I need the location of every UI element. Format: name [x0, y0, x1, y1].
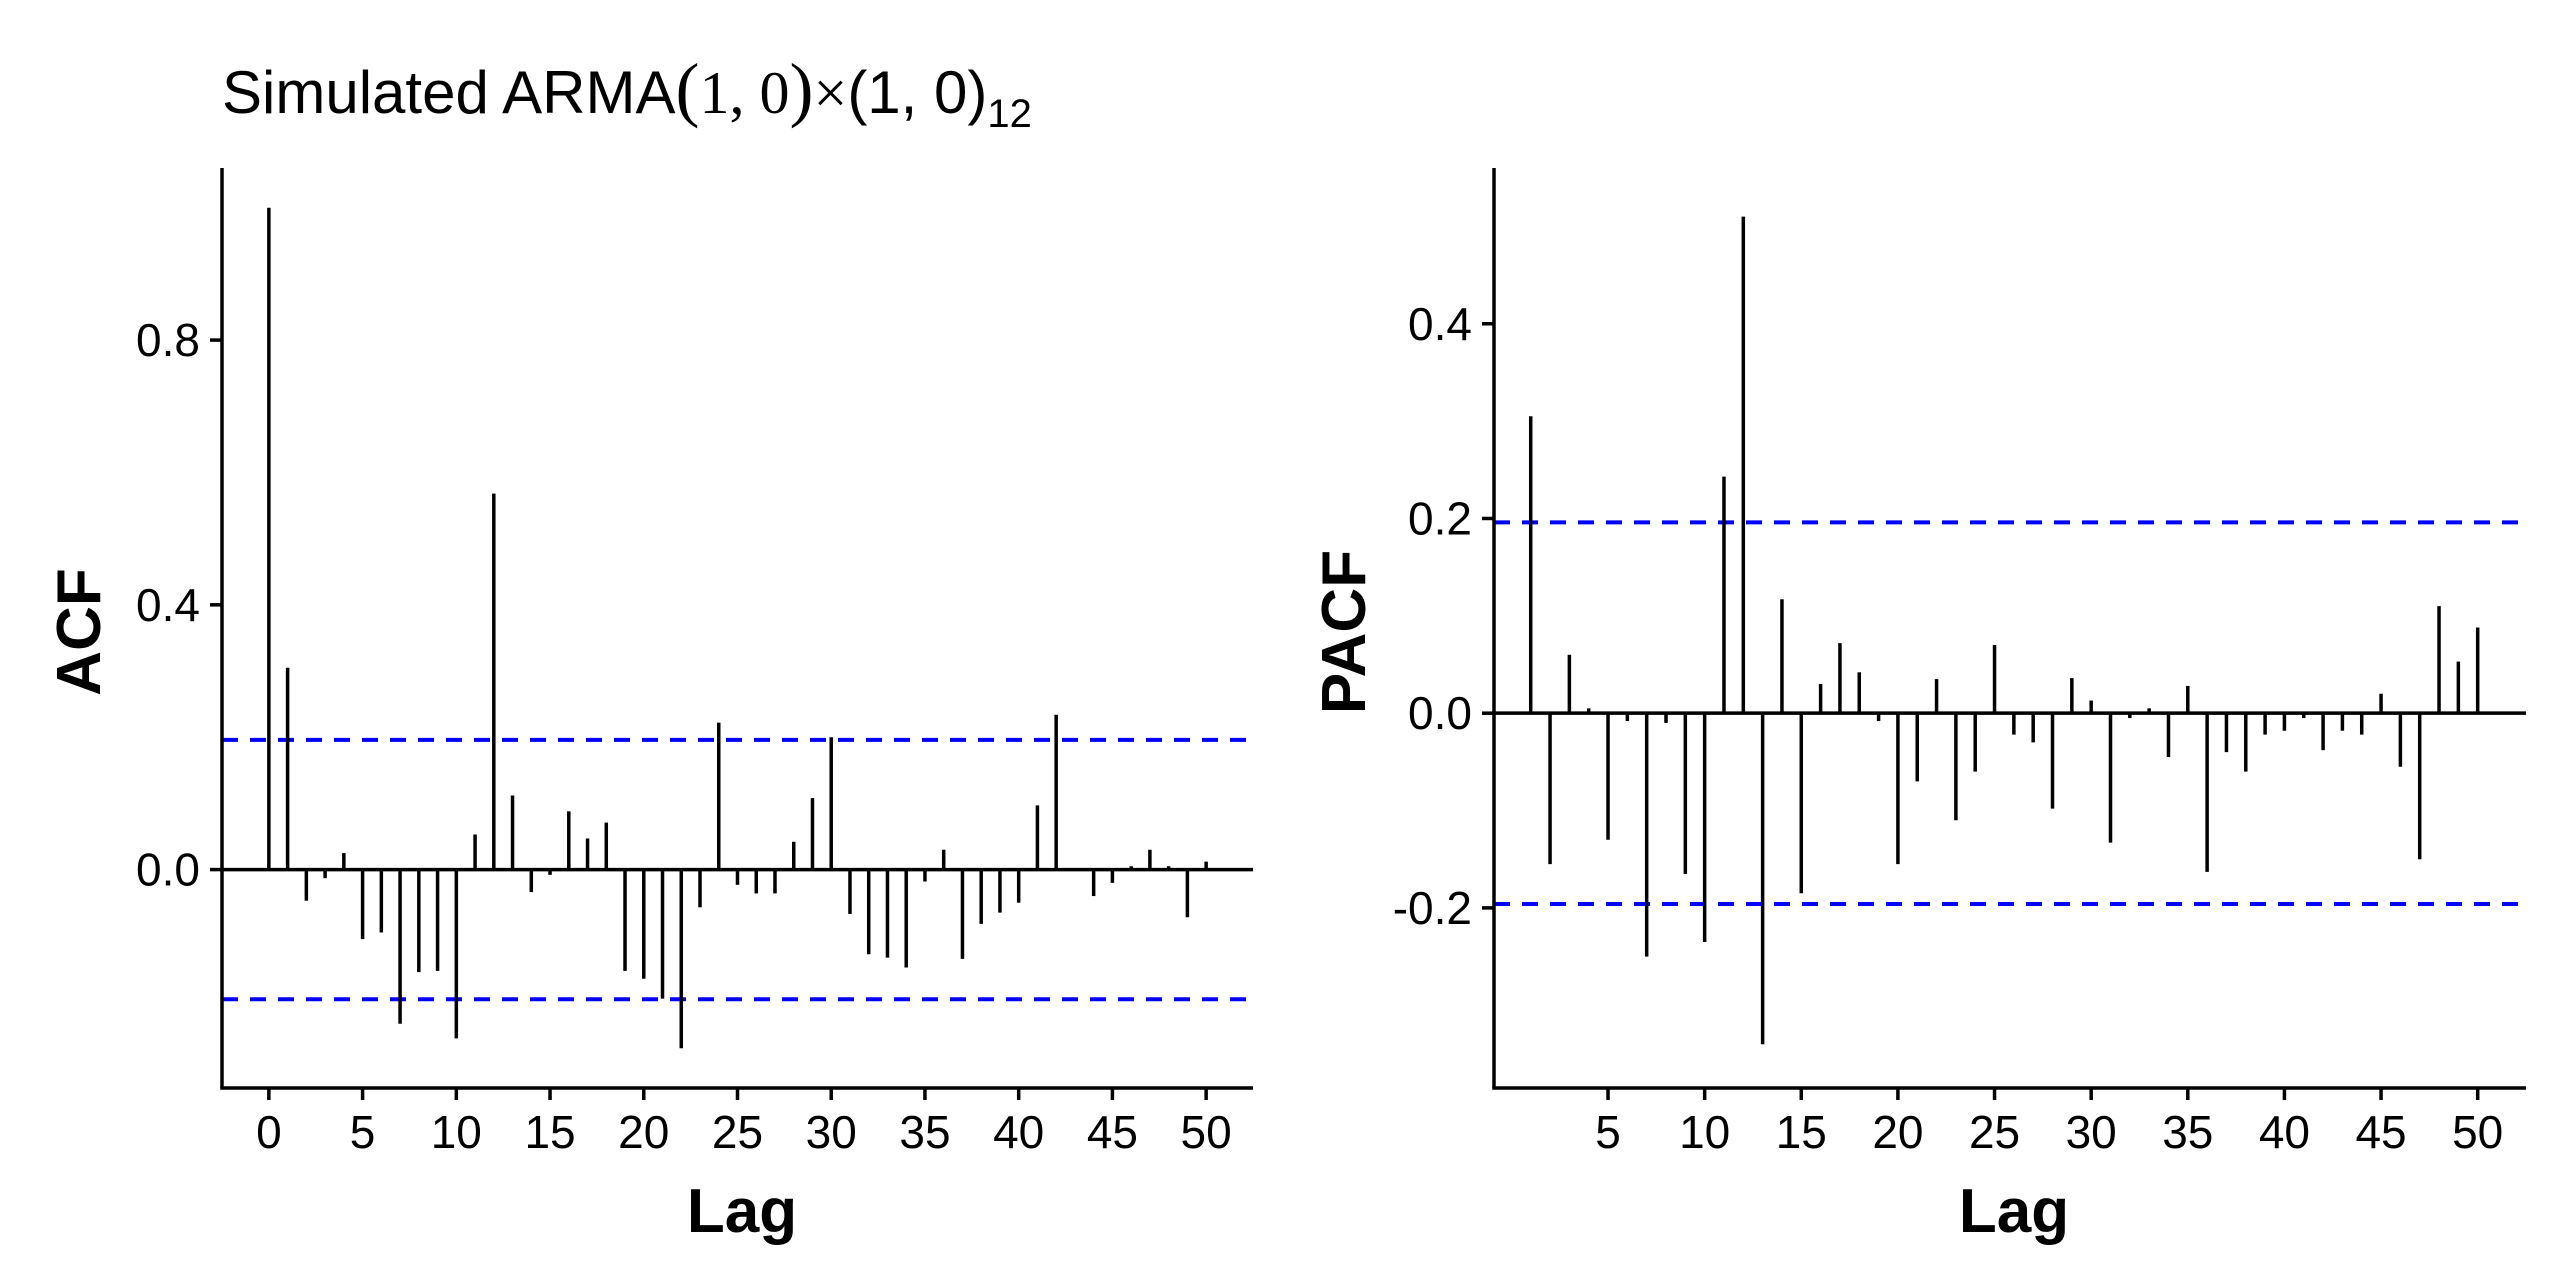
pacf-x-tick-label: 35: [2162, 1106, 2213, 1158]
chart-title: Simulated ARMA(1, 0)×(1, 0)12: [222, 48, 1032, 137]
acf-y-tick-label: 0.0: [136, 844, 200, 896]
acf-x-tick-label: 45: [1087, 1106, 1138, 1158]
title-args: 1, 0: [699, 60, 790, 126]
acf-x-tick-label: 40: [993, 1106, 1044, 1158]
acf-x-tick-label: 35: [899, 1106, 950, 1158]
pacf-x-tick-label: 30: [2066, 1106, 2117, 1158]
acf-panel: ACF Lag 0.0 0.4 0.8 0 5 10 15 20 25 30 35 40 45 50: [45, 168, 1253, 1246]
acf-x-tick-label: 0: [256, 1106, 282, 1158]
pacf-y-tick-label: 0.0: [1408, 687, 1472, 739]
acf-y-tick-label: 0.4: [136, 579, 200, 631]
acf-x-tick-label: 30: [806, 1106, 857, 1158]
pacf-x-tick-label: 10: [1679, 1106, 1730, 1158]
title-subscript: 12: [987, 92, 1032, 136]
acf-x-tick-label: 10: [431, 1106, 482, 1158]
pacf-y-tick-label: 0.2: [1408, 492, 1472, 544]
pacf-x-tick-label: 20: [1872, 1106, 1923, 1158]
pacf-x-tick-label: 15: [1776, 1106, 1827, 1158]
pacf-x-tick-label: 40: [2259, 1106, 2310, 1158]
title-seasonal: (1, 0): [847, 59, 988, 126]
acf-x-tick-label: 25: [712, 1106, 763, 1158]
acf-y-tick-label: 0.8: [136, 314, 200, 366]
pacf-y-tick-label: -0.2: [1393, 882, 1472, 934]
acf-y-axis-title: ACF: [45, 568, 114, 695]
pacf-x-axis-title: Lag: [1959, 1177, 2069, 1246]
pacf-x-tick-label: 50: [2452, 1106, 2503, 1158]
title-close-paren: ): [789, 49, 814, 129]
acf-x-tick-label: 50: [1181, 1106, 1232, 1158]
pacf-y-axis-title: PACF: [1310, 550, 1379, 714]
title-prefix: Simulated ARMA: [222, 59, 676, 126]
pacf-x-tick-label: 5: [1595, 1106, 1621, 1158]
acf-x-tick-label: 15: [524, 1106, 575, 1158]
title-times: ×: [813, 60, 848, 126]
acf-x-axis-title: Lag: [687, 1177, 797, 1246]
acf-x-tick-label: 5: [350, 1106, 376, 1158]
pacf-x-tick-label: 25: [1969, 1106, 2020, 1158]
pacf-panel: PACF Lag -0.2 0.0 0.2 0.4 5 10 15 20 25 30 35 40 45 5…: [1310, 168, 2526, 1246]
acf-x-tick-label: 20: [618, 1106, 669, 1158]
pacf-y-tick-label: 0.4: [1408, 298, 1472, 350]
pacf-x-tick-label: 45: [2355, 1106, 2406, 1158]
title-open-paren: (: [675, 49, 700, 129]
